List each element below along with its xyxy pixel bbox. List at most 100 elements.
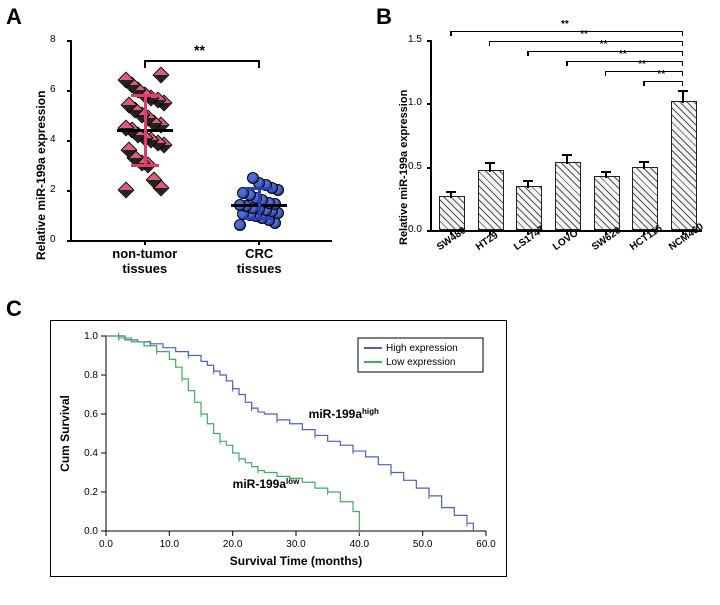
panel-c-legend-low: Low expression: [386, 357, 455, 368]
panel-a-nontumor-point: [117, 182, 134, 199]
panel-a-crc-point: [234, 219, 246, 231]
panel-b-errbar: [527, 181, 529, 189]
panel-a-ytick-mark: [67, 90, 72, 92]
panel-c-ytick: 0.4: [84, 448, 98, 459]
panel-b-errbar: [566, 155, 568, 164]
panel-a-cat-label: non-tumortissues: [85, 246, 205, 276]
panel-b-errcap: [601, 171, 611, 173]
panel-b-sig-line: [606, 71, 683, 73]
panel-a-plot: 02468**non-tumortissuesCRCtissues: [70, 40, 332, 242]
panel-b-errcap: [485, 162, 495, 164]
panel-c-xtick: 10.0: [160, 539, 180, 550]
panel-a: Relative miR-199a expression 02468**non-…: [10, 10, 360, 290]
panel-c-ytick: 0.8: [84, 370, 98, 381]
panel-b-sig-tick: [682, 71, 684, 76]
panel-c-svg: 0.0 10.0 20.0 30.0 40.0 50.0 60.0 0.0 0.2 0.4 0.6 0…: [51, 321, 506, 576]
panel-b-xtick-mark: [643, 230, 645, 235]
panel-b-ytick: 0.0: [408, 224, 422, 235]
panel-b-sig-tick: [682, 81, 684, 86]
panel-c-inline-low: miR-199alow: [233, 477, 300, 492]
panel-c-xlabel: Survival Time (months): [230, 554, 362, 568]
panel-b-sig-tick: [682, 51, 684, 56]
panel-c-xtick: 50.0: [413, 539, 433, 550]
panel-a-xtick-mark: [144, 240, 146, 245]
panel-c-inline-high: miR-199ahigh: [309, 406, 379, 421]
panel-a-whisker-cap: [131, 94, 159, 97]
panel-b-ytick-mark: [427, 103, 432, 105]
panel-a-sig-tick: [144, 60, 146, 68]
panel-b-bar: [555, 162, 581, 230]
panel-b-sig-line: [567, 61, 683, 63]
panel-c-ytick: 1.0: [84, 331, 98, 342]
panel-a-crc-point: [247, 172, 259, 184]
panel-b-xtick-mark: [605, 230, 607, 235]
panel-a-nontumor-point: [152, 67, 169, 84]
panel-b: Relative miR-199a expression 0.00.51.01.…: [380, 10, 710, 290]
panel-b-errbar: [489, 163, 491, 172]
panel-b-errbar: [682, 91, 684, 104]
panel-a-xtick-mark: [258, 240, 260, 245]
panel-c-ytick: 0.0: [84, 526, 98, 537]
panel-c: 0.0 10.0 20.0 30.0 40.0 50.0 60.0 0.0 0.2 0.4 0.6 0…: [10, 300, 530, 595]
panel-b-sig: **: [561, 19, 569, 30]
panel-b-ytick-mark: [427, 230, 432, 232]
panel-b-xtick-mark: [450, 230, 452, 235]
panel-b-errcap: [678, 90, 688, 92]
panel-c-xtick: 40.0: [350, 539, 370, 550]
panel-b-errbar: [643, 162, 645, 170]
panel-b-sig-tick: [605, 71, 607, 76]
panel-a-whisker-cap: [245, 217, 273, 220]
panel-c-xtick: 20.0: [223, 539, 243, 550]
panel-b-ytick: 0.5: [408, 161, 422, 172]
panel-b-sig-line: [451, 31, 682, 33]
panel-c-curve-low: [106, 336, 359, 531]
panel-b-errcap: [523, 180, 533, 182]
panel-c-frame: 0.0 10.0 20.0 30.0 40.0 50.0 60.0 0.0 0.2 0.4 0.6 0…: [50, 320, 507, 577]
panel-b-bar: [632, 167, 658, 230]
panel-a-ytick: 0: [50, 234, 66, 245]
panel-b-sig-tick: [566, 61, 568, 66]
panel-b-sig-tick: [682, 41, 684, 46]
panel-b-sig-tick: [682, 61, 684, 66]
panel-b-bar: [671, 101, 697, 230]
panel-a-whisker-cap: [131, 164, 159, 167]
panel-a-cat-label: CRCtissues: [199, 246, 319, 276]
panel-b-xtick-mark: [489, 230, 491, 235]
panel-c-xtick: 0.0: [99, 539, 113, 550]
panel-b-sig-tick: [682, 31, 684, 36]
panel-a-whisker: [144, 95, 147, 165]
panel-a-ytick: 2: [50, 184, 66, 195]
panel-b-sig-tick: [489, 41, 491, 46]
panel-b-bar: [478, 170, 504, 230]
panel-a-whisker: [258, 188, 261, 218]
panel-c-xtick: 30.0: [286, 539, 306, 550]
panel-a-ytick: 4: [50, 134, 66, 145]
panel-b-ytick-mark: [427, 167, 432, 169]
panel-c-xtick: 60.0: [476, 539, 496, 550]
panel-b-sig-line: [490, 41, 683, 43]
panel-b-bar: [594, 176, 620, 230]
panel-b-xtick-mark: [527, 230, 529, 235]
panel-a-ytick-mark: [67, 240, 72, 242]
panel-b-ytick: 1.0: [408, 97, 422, 108]
panel-b-bar: [516, 186, 542, 230]
panel-a-sig: **: [194, 42, 205, 58]
panel-b-sig-line: [528, 51, 682, 53]
panel-c-ylabel: Cum Survival: [58, 395, 72, 472]
panel-b-xtick-mark: [682, 230, 684, 235]
panel-b-errcap: [639, 161, 649, 163]
panel-c-ytick: 0.6: [84, 409, 98, 420]
panel-a-ytick-mark: [67, 140, 72, 142]
panel-b-sig-tick: [643, 81, 645, 86]
panel-a-sig-tick: [258, 60, 260, 68]
panel-b-xtick-mark: [566, 230, 568, 235]
panel-b-ytick-mark: [427, 40, 432, 42]
panel-c-ytick: 0.2: [84, 487, 98, 498]
panel-a-sig-line: [145, 60, 259, 62]
panel-a-ytick-mark: [67, 190, 72, 192]
panel-a-ylabel: Relative miR-199a expression: [34, 91, 48, 260]
panel-a-ytick: 8: [50, 34, 66, 45]
panel-b-ytick: 1.5: [408, 34, 422, 45]
panel-a-whisker-cap: [245, 187, 273, 190]
panel-c-legend-high: High expression: [386, 343, 458, 354]
